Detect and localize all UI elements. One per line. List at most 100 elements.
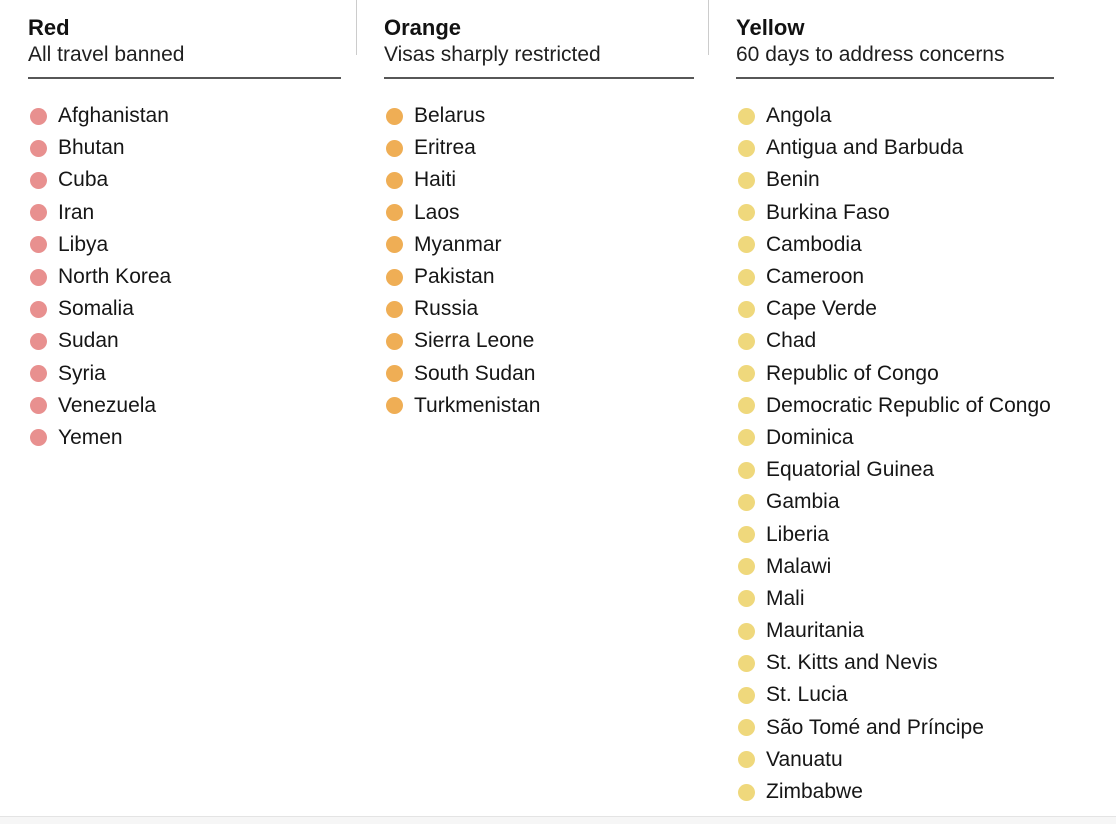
orange-dot-icon xyxy=(386,204,403,222)
list-item: Haiti xyxy=(384,164,694,196)
red-dot-icon xyxy=(30,107,47,125)
yellow-dot-icon xyxy=(738,622,755,640)
list-item: Libya xyxy=(28,229,341,261)
list-item: Cameroon xyxy=(736,261,1076,293)
country-label: Afghanistan xyxy=(58,104,169,128)
column-yellow-title: Yellow xyxy=(736,15,805,40)
yellow-dot-icon xyxy=(738,332,755,350)
list-item: Liberia xyxy=(736,518,1076,550)
yellow-dot-icon xyxy=(738,686,755,704)
country-label: Iran xyxy=(58,200,95,224)
country-label: Turkmenistan xyxy=(414,393,541,417)
column-orange-subtitle: Visas sharply restricted xyxy=(384,43,601,66)
yellow-dot-icon xyxy=(738,365,755,383)
country-label: Myanmar xyxy=(414,232,502,256)
list-item: Myanmar xyxy=(384,229,694,261)
yellow-dot-icon xyxy=(738,268,755,286)
orange-dot-icon xyxy=(386,332,403,350)
list-item: Benin xyxy=(736,164,1076,196)
red-dot-icon xyxy=(30,332,47,350)
list-item: Cuba xyxy=(28,164,341,196)
red-dot-icon xyxy=(30,139,47,157)
list-item: Pakistan xyxy=(384,261,694,293)
country-label: Belarus xyxy=(414,104,486,128)
country-label: Laos xyxy=(414,200,460,224)
list-item: Mauritania xyxy=(736,615,1076,647)
list-item: Gambia xyxy=(736,486,1076,518)
red-dot-icon xyxy=(30,365,47,383)
list-item: Sudan xyxy=(28,325,341,357)
list-item: Laos xyxy=(384,197,694,229)
list-item: Chad xyxy=(736,325,1076,357)
country-label: Cameroon xyxy=(766,265,865,289)
yellow-dot-icon xyxy=(738,590,755,608)
list-item: Belarus xyxy=(384,100,694,132)
list-item: Mali xyxy=(736,583,1076,615)
country-label: Venezuela xyxy=(58,393,157,417)
red-dot-icon xyxy=(30,204,47,222)
yellow-dot-icon xyxy=(738,171,755,189)
list-item: St. Lucia xyxy=(736,679,1076,711)
country-label: Vanuatu xyxy=(766,747,843,771)
country-label: North Korea xyxy=(58,265,172,289)
country-label: Sierra Leone xyxy=(414,329,535,353)
country-label: Eritrea xyxy=(414,136,476,160)
list-item: Eritrea xyxy=(384,132,694,164)
country-label: Republic of Congo xyxy=(766,361,939,385)
orange-dot-icon xyxy=(386,139,403,157)
list-item: Syria xyxy=(28,358,341,390)
column-yellow-country-list: Angola Antigua and Barbuda Benin Burkina Fa… xyxy=(736,100,1076,808)
country-label: Equatorial Guinea xyxy=(766,458,935,482)
yellow-dot-icon xyxy=(738,397,755,415)
orange-dot-icon xyxy=(386,236,403,254)
column-red-title: Red xyxy=(28,15,70,40)
list-item: Malawi xyxy=(736,551,1076,583)
column-orange-title: Orange xyxy=(384,15,462,40)
column-red: Red All travel banned Afghanistan Bhutan C… xyxy=(28,15,341,454)
country-label: Russia xyxy=(414,297,479,321)
list-item: Antigua and Barbuda xyxy=(736,132,1076,164)
yellow-dot-icon xyxy=(738,493,755,511)
yellow-dot-icon xyxy=(738,751,755,769)
list-item: São Tomé and Príncipe xyxy=(736,712,1076,744)
country-label: Syria xyxy=(58,361,106,385)
list-item: St. Kitts and Nevis xyxy=(736,647,1076,679)
list-item: Dominica xyxy=(736,422,1076,454)
country-label: St. Kitts and Nevis xyxy=(766,651,938,675)
list-item: Cape Verde xyxy=(736,293,1076,325)
yellow-dot-icon xyxy=(738,204,755,222)
list-item: Iran xyxy=(28,197,341,229)
red-dot-icon xyxy=(30,397,47,415)
red-dot-icon xyxy=(30,300,47,318)
yellow-dot-icon xyxy=(738,139,755,157)
list-item: North Korea xyxy=(28,261,341,293)
country-label: South Sudan xyxy=(414,361,536,385)
country-label: St. Lucia xyxy=(766,683,848,707)
country-label: Pakistan xyxy=(414,265,495,289)
yellow-dot-icon xyxy=(738,783,755,801)
column-red-country-list: Afghanistan Bhutan Cuba Iran Libya North Kore… xyxy=(28,100,341,454)
red-dot-icon xyxy=(30,429,47,447)
list-item: Democratic Republic of Congo xyxy=(736,390,1076,422)
list-item: Equatorial Guinea xyxy=(736,454,1076,486)
column-red-rule xyxy=(28,77,341,79)
country-label: Benin xyxy=(766,168,820,192)
country-label: Chad xyxy=(766,329,817,353)
red-dot-icon xyxy=(30,268,47,286)
list-item: Russia xyxy=(384,293,694,325)
country-label: Dominica xyxy=(766,425,854,449)
country-label: Haiti xyxy=(414,168,457,192)
list-item: South Sudan xyxy=(384,358,694,390)
yellow-dot-icon xyxy=(738,719,755,737)
orange-dot-icon xyxy=(386,268,403,286)
red-dot-icon xyxy=(30,171,47,189)
list-item: Sierra Leone xyxy=(384,325,694,357)
country-label: Mali xyxy=(766,586,805,610)
orange-dot-icon xyxy=(386,300,403,318)
yellow-dot-icon xyxy=(738,300,755,318)
yellow-dot-icon xyxy=(738,558,755,576)
country-label: Libya xyxy=(58,232,109,256)
orange-dot-icon xyxy=(386,397,403,415)
column-yellow-rule xyxy=(736,77,1054,79)
